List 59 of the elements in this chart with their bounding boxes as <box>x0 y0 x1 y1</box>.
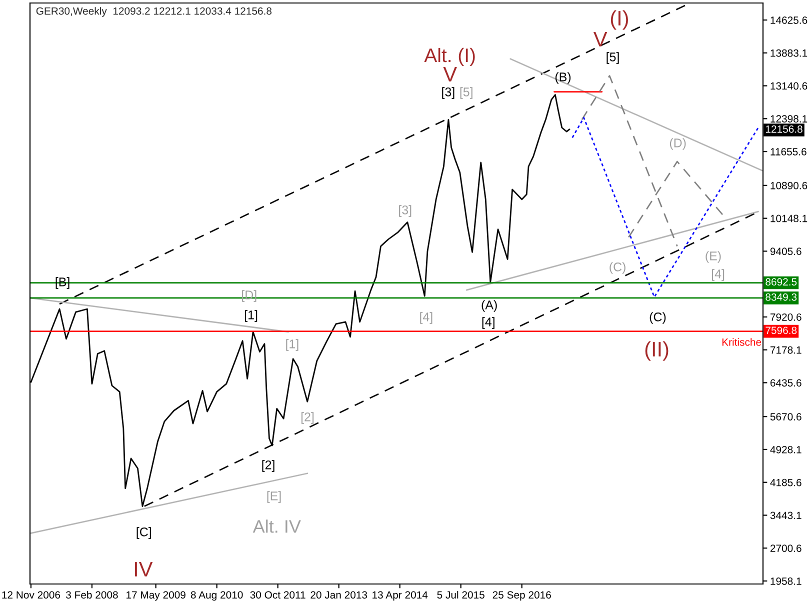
annotation: [3] <box>442 87 454 99</box>
annotation: [5] <box>460 87 472 99</box>
x-tick-label: 17 May 2009 <box>126 591 186 601</box>
x-tick-label: 13 Apr 2014 <box>372 591 428 601</box>
annotation: V <box>443 67 457 82</box>
annotation: [C] <box>136 527 151 539</box>
annotation: (II) <box>645 341 668 361</box>
x-tick-label: 20 Jan 2013 <box>310 591 368 599</box>
y-tick-label: 2700.6 <box>770 544 802 552</box>
y-tick-label: 12398.1 <box>770 115 808 123</box>
ref-line-label: 8692.5 <box>766 278 797 286</box>
annotation: V <box>593 32 608 46</box>
annotation: (A) <box>482 300 497 312</box>
y-tick-label: 4185.6 <box>770 478 802 486</box>
chart-title: GER30,Weekly 12093.2 12212.1 12033.4 12156.8 <box>36 7 272 17</box>
y-tick-label: 5670.6 <box>770 413 802 420</box>
annotation: [4] <box>482 317 494 329</box>
annotation: IV <box>135 562 153 576</box>
annotation: [1] <box>286 339 298 351</box>
y-tick-label: 4928.1 <box>770 446 802 454</box>
annotation: [4] <box>420 312 432 324</box>
y-tick-label: 1958.1 <box>770 577 802 585</box>
y-tick-label: 7920.6 <box>770 313 802 321</box>
annotation: (C) <box>650 312 666 324</box>
annotation: (C) <box>610 262 626 274</box>
line-series <box>572 117 759 298</box>
y-tick-label: 11655.6 <box>770 148 806 156</box>
x-tick-label: 30 Oct 2011 <box>250 591 306 599</box>
y-tick-label: 9405.6 <box>770 248 802 256</box>
annotation: [5] <box>606 52 619 64</box>
annotation: (D) <box>670 138 686 150</box>
y-tick-label: 6435.6 <box>770 379 802 387</box>
ref-line-label: 7596.8 <box>766 326 797 334</box>
y-tick-label: 3443.1 <box>770 512 802 520</box>
y-tick-label: 7178.1 <box>770 346 802 354</box>
y-tick-label: 14625.6 <box>770 16 808 24</box>
x-tick-label: 12 Nov 2006 <box>2 591 60 599</box>
y-tick-label: 10890.6 <box>770 182 808 190</box>
annotation: [E] <box>267 491 281 503</box>
annotation: Kritische <box>722 338 762 346</box>
x-tick-label: 8 Aug 2010 <box>190 591 243 601</box>
annotation: [2] <box>262 460 274 472</box>
text: 12156.8 <box>766 125 802 133</box>
x-tick-label: 25 Sep 2016 <box>492 591 551 601</box>
annotation: (I) <box>610 10 628 30</box>
y-tick-label: 13140.6 <box>770 82 808 90</box>
annotation: (B) <box>555 72 571 84</box>
x-tick-label: 3 Feb 2008 <box>66 590 118 599</box>
annotation: Alt. (I) <box>424 48 475 66</box>
annotation: [4] <box>712 269 724 281</box>
annotation: [2] <box>301 412 314 424</box>
annotation: [3] <box>399 205 412 217</box>
x-tick-label: 5 Jul 2015 <box>437 590 484 599</box>
annotation: [1] <box>244 310 258 322</box>
y-tick-label: 10148.1 <box>770 214 808 222</box>
ref-line-label: 8349.3 <box>766 293 797 301</box>
annotation: Alt. IV <box>252 520 301 533</box>
y-tick-label: 13883.1 <box>770 49 808 57</box>
annotation: (E) <box>706 251 721 263</box>
